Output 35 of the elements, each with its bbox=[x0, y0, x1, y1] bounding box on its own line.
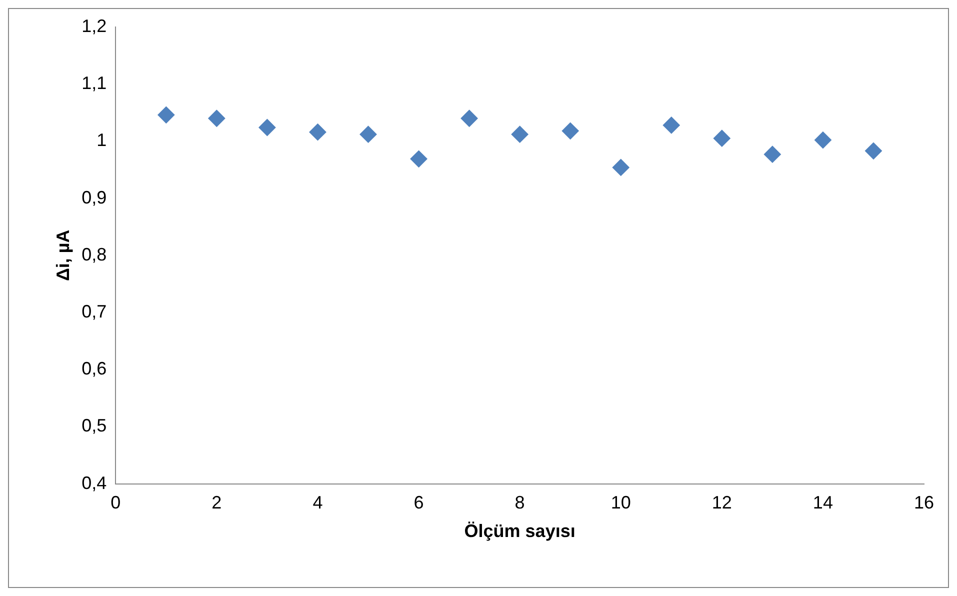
x-tick-label: 8 bbox=[514, 492, 525, 513]
point bbox=[360, 126, 377, 143]
point bbox=[864, 142, 882, 160]
point bbox=[562, 122, 579, 140]
y-axis-title: Δi, µA bbox=[52, 230, 73, 282]
x-axis-title: Ölçüm sayısı bbox=[464, 521, 576, 542]
y-tick-label: 0,6 bbox=[82, 358, 107, 379]
y-tick-label: 0,8 bbox=[82, 244, 107, 264]
point bbox=[410, 150, 428, 168]
y-tick-label: 1,1 bbox=[82, 73, 107, 94]
x-tick-label: 14 bbox=[812, 492, 833, 513]
point bbox=[208, 110, 226, 127]
y-tick-label: 0,5 bbox=[82, 416, 107, 436]
x-tick-label: 4 bbox=[312, 492, 323, 513]
x-tick-label: 6 bbox=[414, 492, 424, 513]
y-tick-label: 0,9 bbox=[82, 187, 107, 208]
x-tick-label: 0 bbox=[110, 492, 121, 513]
point bbox=[713, 130, 730, 147]
x-tick-label: 10 bbox=[610, 492, 631, 513]
point bbox=[764, 146, 781, 163]
x-tick-label: 12 bbox=[712, 492, 732, 513]
y-tick-label: 1 bbox=[96, 130, 107, 150]
point bbox=[460, 110, 478, 127]
x-tick-label: 2 bbox=[212, 492, 222, 513]
point bbox=[662, 116, 680, 134]
point bbox=[258, 118, 276, 136]
point bbox=[511, 126, 528, 143]
y-tick-label: 0,4 bbox=[82, 472, 107, 493]
point bbox=[612, 158, 630, 176]
point bbox=[309, 124, 326, 141]
y-tick-label: 1,2 bbox=[82, 16, 107, 36]
x-tick-label: 16 bbox=[914, 492, 934, 513]
point bbox=[814, 132, 832, 149]
y-tick-label: 0,7 bbox=[82, 301, 107, 322]
point bbox=[158, 106, 175, 124]
